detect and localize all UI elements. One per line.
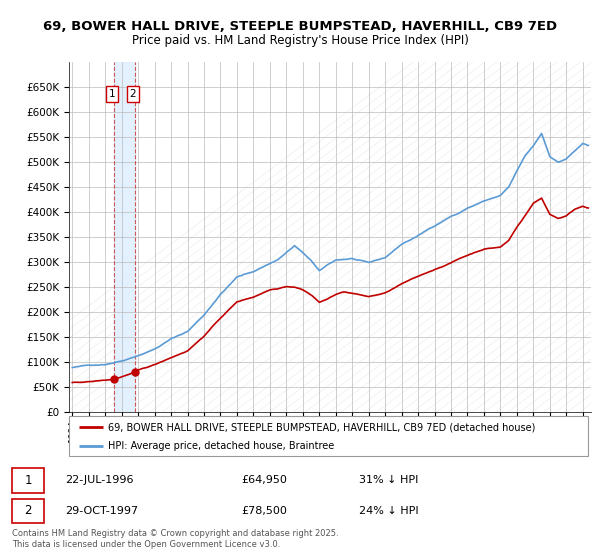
Text: 2: 2	[130, 89, 136, 99]
FancyBboxPatch shape	[12, 499, 44, 523]
Bar	[114, 62, 136, 412]
Text: 1: 1	[109, 89, 115, 99]
Text: 2: 2	[25, 505, 32, 517]
Text: 22-JUL-1996: 22-JUL-1996	[65, 475, 133, 485]
FancyBboxPatch shape	[69, 416, 588, 456]
Text: 1: 1	[25, 474, 32, 487]
Text: 24% ↓ HPI: 24% ↓ HPI	[359, 506, 418, 516]
Text: £64,950: £64,950	[241, 475, 287, 485]
Text: HPI: Average price, detached house, Braintree: HPI: Average price, detached house, Brai…	[108, 441, 334, 451]
FancyBboxPatch shape	[12, 468, 44, 493]
Text: Price paid vs. HM Land Registry's House Price Index (HPI): Price paid vs. HM Land Registry's House …	[131, 34, 469, 46]
Text: 29-OCT-1997: 29-OCT-1997	[65, 506, 138, 516]
Text: £78,500: £78,500	[241, 506, 287, 516]
Text: 69, BOWER HALL DRIVE, STEEPLE BUMPSTEAD, HAVERHILL, CB9 7ED (detached house): 69, BOWER HALL DRIVE, STEEPLE BUMPSTEAD,…	[108, 422, 535, 432]
Text: 31% ↓ HPI: 31% ↓ HPI	[359, 475, 418, 485]
Text: Contains HM Land Registry data © Crown copyright and database right 2025.
This d: Contains HM Land Registry data © Crown c…	[12, 529, 338, 549]
Text: 69, BOWER HALL DRIVE, STEEPLE BUMPSTEAD, HAVERHILL, CB9 7ED: 69, BOWER HALL DRIVE, STEEPLE BUMPSTEAD,…	[43, 20, 557, 32]
